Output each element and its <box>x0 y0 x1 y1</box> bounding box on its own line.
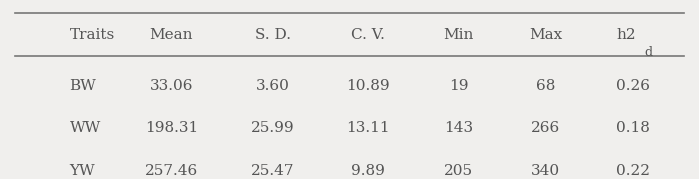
Text: Traits: Traits <box>69 28 115 42</box>
Text: 0.18: 0.18 <box>616 121 650 135</box>
Text: C. V.: C. V. <box>351 28 384 42</box>
Text: 10.89: 10.89 <box>346 79 389 93</box>
Text: 266: 266 <box>531 121 561 135</box>
Text: S. D.: S. D. <box>255 28 291 42</box>
Text: WW: WW <box>69 121 101 135</box>
Text: 257.46: 257.46 <box>145 164 198 178</box>
Text: YW: YW <box>69 164 95 178</box>
Text: 13.11: 13.11 <box>346 121 389 135</box>
Text: 25.47: 25.47 <box>252 164 295 178</box>
Text: 19: 19 <box>449 79 468 93</box>
Text: 3.60: 3.60 <box>257 79 290 93</box>
Text: 0.22: 0.22 <box>616 164 650 178</box>
Text: BW: BW <box>69 79 96 93</box>
Text: 9.89: 9.89 <box>351 164 384 178</box>
Text: 143: 143 <box>444 121 473 135</box>
Text: 205: 205 <box>444 164 473 178</box>
Text: Mean: Mean <box>150 28 193 42</box>
Text: 33.06: 33.06 <box>150 79 193 93</box>
Text: 340: 340 <box>531 164 561 178</box>
Text: Min: Min <box>443 28 474 42</box>
Text: 198.31: 198.31 <box>145 121 198 135</box>
Text: Max: Max <box>529 28 563 42</box>
Text: 68: 68 <box>536 79 556 93</box>
Text: d: d <box>644 46 652 59</box>
Text: 0.26: 0.26 <box>616 79 650 93</box>
Text: 25.99: 25.99 <box>252 121 295 135</box>
Text: h2: h2 <box>617 28 636 42</box>
